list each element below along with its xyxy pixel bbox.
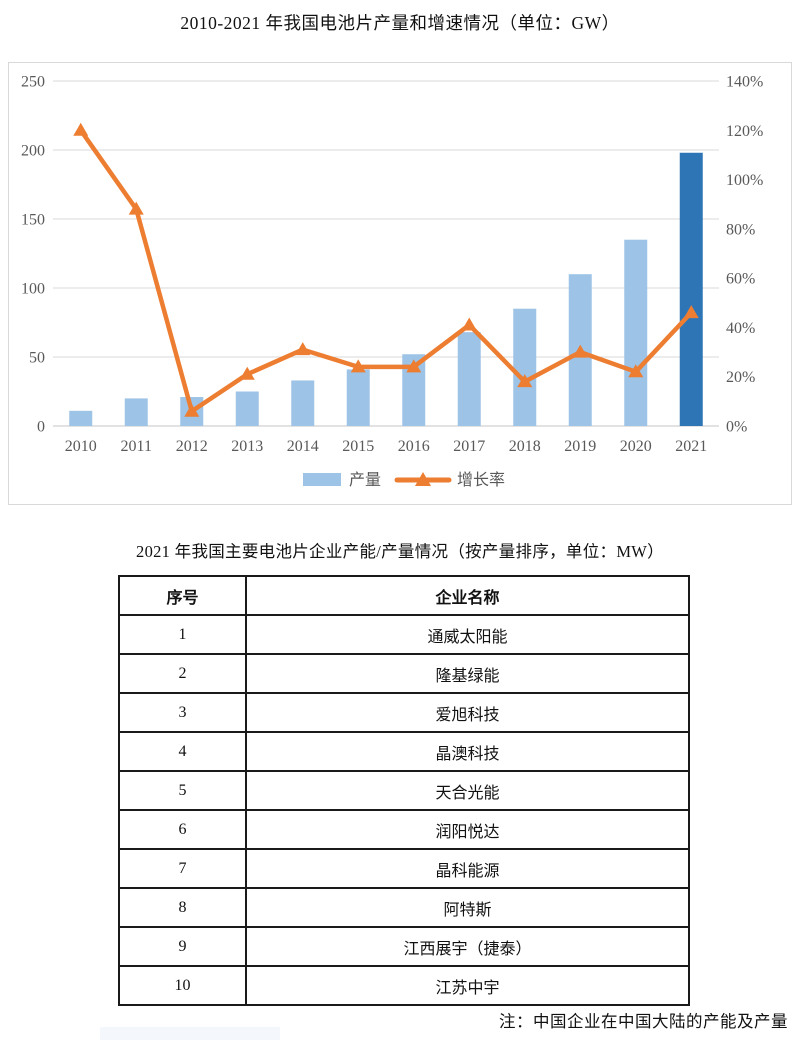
right-axis-tick: 60% [726,271,755,288]
x-axis-label: 2010 [65,438,97,455]
line-marker-2010 [73,122,89,136]
bar-2014 [291,380,315,426]
bar-2020 [624,239,648,426]
line-marker-2016 [406,359,422,373]
right-axis-tick: 20% [726,369,755,386]
cell-index: 7 [118,848,247,889]
table-row: 6 润阳悦达 [118,809,690,850]
bar-2013 [235,391,259,426]
line-marker-2011 [128,201,144,215]
cell-index: 1 [118,614,247,655]
table-row: 10 江苏中宇 [118,965,690,1006]
right-axis-tick: 0% [726,419,747,436]
x-axis-label: 2016 [398,438,430,455]
right-axis-tick: 120% [726,123,763,140]
x-axis-label: 2014 [287,438,319,455]
x-axis-label: 2021 [675,438,707,455]
left-axis-tick: 250 [21,74,45,91]
bar-2018 [513,308,537,426]
legend-bar-swatch [303,473,341,486]
line-marker-2015 [350,359,366,373]
line-marker-2020 [628,364,644,378]
x-axis-label: 2013 [231,438,263,455]
table-row: 8 阿特斯 [118,887,690,928]
x-axis-label: 2017 [453,438,485,455]
chart-title: 2010-2021 年我国电池片产量和增速情况（单位：GW） [180,13,620,33]
cell-company-name: 晶科能源 [245,848,690,889]
table-footnote: 注：中国企业在中国大陆的产能及产量 [499,1012,788,1031]
line-marker-2012 [184,403,200,417]
table-row: 5 天合光能 [118,770,690,811]
cell-index: 6 [118,809,247,850]
table-row: 4 晶澳科技 [118,731,690,772]
bar-2015 [346,369,370,426]
cell-index: 10 [118,965,247,1006]
x-axis-label: 2019 [564,438,596,455]
right-axis-tick: 140% [726,74,763,91]
right-axis-tick: 100% [726,172,763,189]
production-growth-chart: 0 50 100 150 200 250 0% 20% 40% 60% 80% 100% 120% 140… [8,62,792,505]
cell-index: 8 [118,887,247,928]
x-axis-label: 2018 [509,438,541,455]
scan-artifact [100,1027,280,1040]
x-axis-label: 2012 [176,438,208,455]
legend-line-marker [415,472,431,486]
legend-line-label: 增长率 [457,471,505,489]
legend-bar-label: 产量 [349,471,381,489]
cell-company-name: 隆基绿能 [245,653,690,694]
table-row: 1 通威太阳能 [118,614,690,655]
cell-index: 2 [118,653,247,694]
x-axis-label: 2011 [121,438,152,455]
table-row: 7 晶科能源 [118,848,690,889]
header-company-name: 企业名称 [245,575,690,616]
cell-company-name: 江西展宇（捷泰） [245,926,690,967]
header-index: 序号 [118,575,247,616]
bar-2017 [457,332,481,426]
cell-index: 9 [118,926,247,967]
cell-index: 5 [118,770,247,811]
cell-index: 3 [118,692,247,733]
line-marker-2021 [683,305,699,319]
cell-company-name: 润阳悦达 [245,809,690,850]
right-axis-tick: 80% [726,221,755,238]
bar-2010 [69,410,93,426]
company-table-body: 1 通威太阳能 2 隆基绿能 3 爱旭科技 4 晶澳科技 5 天合光能 6 润阳悦达 7 晶科能源 8 阿特斯… [118,614,690,1006]
table-row: 3 爱旭科技 [118,692,690,733]
line-marker-2013 [239,366,255,380]
growth-line [78,128,694,414]
bar-2011 [124,398,148,426]
line-marker-2019 [572,344,588,358]
left-axis-tick: 0 [37,419,45,436]
company-table: 序号 企业名称 1 通威太阳能 2 隆基绿能 3 爱旭科技 4 晶澳科技 5 天合光能 6 润阳悦达 7 晶… [118,575,690,1006]
left-axis-tick: 150 [21,212,45,229]
line-marker-2014 [295,342,311,356]
table-row: 2 隆基绿能 [118,653,690,694]
cell-index: 4 [118,731,247,772]
cell-company-name: 通威太阳能 [245,614,690,655]
production-growth-chart-canvas: 0 50 100 150 200 250 0% 20% 40% 60% 80% 100% 120% 140… [21,74,763,490]
cell-company-name: 阿特斯 [245,887,690,928]
line-marker-2018 [517,374,533,388]
table-title: 2021 年我国主要电池片企业产能/产量情况（按产量排序，单位：MW） [136,542,664,561]
right-axis-tick: 40% [726,320,755,337]
x-axis-label: 2020 [620,438,652,455]
x-axis-label: 2015 [342,438,374,455]
left-axis-tick: 50 [29,350,45,367]
left-axis-tick: 100 [21,281,45,298]
left-axis-tick: 200 [21,143,45,160]
cell-company-name: 天合光能 [245,770,690,811]
table-row: 9 江西展宇（捷泰） [118,926,690,967]
line-marker-2017 [461,317,477,331]
bar-2021 [679,152,703,426]
cell-company-name: 晶澳科技 [245,731,690,772]
cell-company-name: 爱旭科技 [245,692,690,733]
cell-company-name: 江苏中宇 [245,965,690,1006]
company-table-header: 序号 企业名称 [118,575,690,616]
